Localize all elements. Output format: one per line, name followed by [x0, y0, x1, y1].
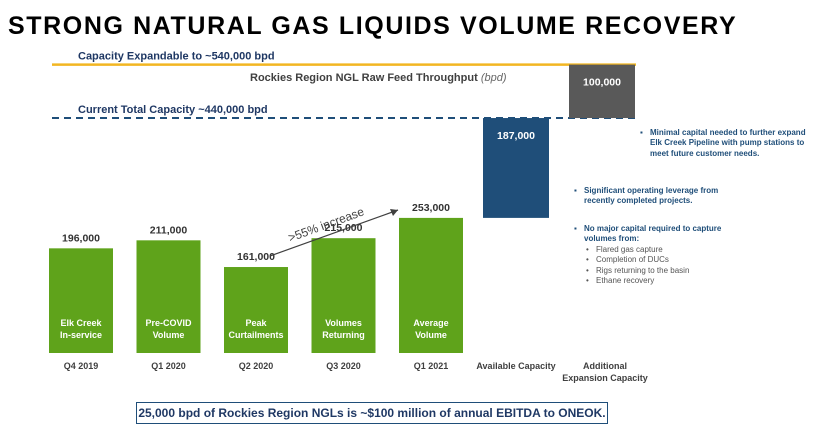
- throughput-bar: [49, 248, 113, 353]
- expansion-capacity-bar: [569, 64, 635, 119]
- note-expansion: Minimal capital needed to further expand…: [640, 128, 810, 159]
- bar-inner-label: Volume: [153, 330, 185, 340]
- source-item: Rigs returning to the basin: [586, 266, 749, 277]
- throughput-bar: [224, 267, 288, 353]
- capacity-value-label: 187,000: [497, 130, 535, 142]
- bar-inner-label: In-service: [60, 330, 102, 340]
- current-capacity-label: Current Total Capacity ~440,000 bpd: [78, 104, 268, 116]
- chart-title: Rockies Region NGL Raw Feed Throughput (…: [250, 72, 507, 84]
- bar-value-label: 253,000: [412, 202, 450, 214]
- increase-arrowhead: [390, 209, 398, 216]
- bar-inner-label: Curtailments: [228, 330, 283, 340]
- bar-value-label: 215,000: [325, 222, 363, 234]
- throughput-bar: [311, 238, 376, 353]
- bar-inner-label: Volumes: [325, 318, 362, 328]
- x-tick-label: Additional: [583, 361, 627, 371]
- chart-title-unit: (bpd): [480, 72, 507, 84]
- bar-inner-label: Average: [413, 318, 448, 328]
- throughput-bar: [399, 217, 463, 353]
- note-no-capital-text: No major capital required to capture vol…: [574, 224, 749, 245]
- bar-inner-label: Elk Creek: [60, 318, 102, 328]
- bar-inner-label: Peak: [245, 318, 267, 328]
- x-tick-label: Q3 2020: [326, 361, 361, 371]
- sources-list: Flared gas capture Completion of DUCs Ri…: [574, 245, 749, 287]
- bar-value-label: 196,000: [62, 232, 100, 244]
- bar-inner-label: Pre-COVID: [145, 318, 192, 328]
- x-tick-label: Available Capacity: [476, 361, 555, 371]
- available-capacity-bar: [483, 118, 549, 218]
- x-tick-label: Q1 2020: [151, 361, 186, 371]
- x-tick-label: Q4 2019: [64, 361, 99, 371]
- source-item: Flared gas capture: [586, 245, 749, 256]
- note-leverage: Significant operating leverage from rece…: [574, 186, 749, 207]
- throughput-bar: [136, 240, 201, 353]
- x-tick-label: Q2 2020: [239, 361, 274, 371]
- note-no-capital: No major capital required to capture vol…: [574, 224, 749, 287]
- expandable-capacity-label: Capacity Expandable to ~540,000 bpd: [78, 51, 275, 63]
- capacity-value-label: 100,000: [583, 77, 621, 89]
- bar-value-label: 211,000: [150, 224, 188, 236]
- x-tick-label: Expansion Capacity: [562, 373, 648, 383]
- x-tick-label: Q1 2021: [414, 361, 449, 371]
- note-leverage-text: Significant operating leverage from rece…: [574, 186, 749, 207]
- bar-inner-label: Returning: [322, 330, 365, 340]
- source-item: Completion of DUCs: [586, 255, 749, 266]
- note-expansion-text: Minimal capital needed to further expand…: [640, 128, 810, 159]
- chart-title-text: Rockies Region NGL Raw Feed Throughput: [250, 72, 478, 84]
- page-title: STRONG NATURAL GAS LIQUIDS VOLUME RECOVE…: [8, 12, 738, 40]
- bar-inner-label: Volume: [415, 330, 447, 340]
- increase-arrow: [269, 209, 399, 257]
- bar-value-label: 161,000: [237, 251, 275, 263]
- source-item: Ethane recovery: [586, 276, 749, 287]
- footer-callout: 25,000 bpd of Rockies Region NGLs is ~$1…: [136, 402, 608, 424]
